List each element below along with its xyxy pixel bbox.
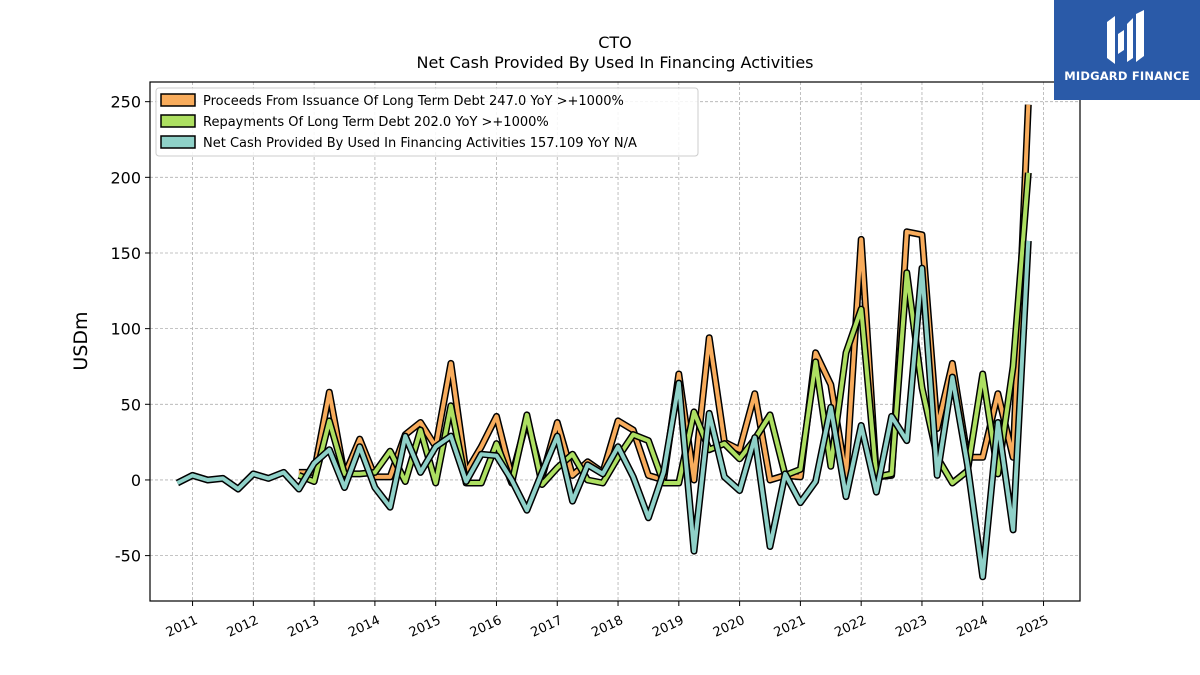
logo-mark-icon xyxy=(1107,10,1144,64)
x-tick-label: 2017 xyxy=(529,613,565,641)
x-tick-label: 2020 xyxy=(711,613,747,641)
x-tick-label: 2019 xyxy=(650,613,686,641)
x-tick-label: 2011 xyxy=(164,613,200,641)
legend-box xyxy=(155,87,699,157)
legend-label-3: Net Cash Provided By Used In Financing A… xyxy=(203,136,637,151)
legend-swatch-3 xyxy=(160,135,196,149)
x-tick-label: 2025 xyxy=(1015,613,1051,641)
y-tick-label: -50 xyxy=(115,547,141,566)
y-tick-label: 0 xyxy=(131,471,141,490)
brand-name: MIDGARD FINANCE xyxy=(1064,69,1190,83)
chart-title: CTO xyxy=(598,33,632,52)
series-lines xyxy=(175,104,1032,581)
y-ticks: -50 0 50 100 150 200 250 xyxy=(110,93,150,566)
legend-label-2: Repayments Of Long Term Debt 202.0 YoY >… xyxy=(203,115,549,130)
gridlines xyxy=(150,82,1080,601)
chart-subtitle: Net Cash Provided By Used In Financing A… xyxy=(416,53,813,72)
y-axis-label: USDm xyxy=(70,311,92,370)
x-tick-label: 2023 xyxy=(893,613,929,641)
y-tick-label: 250 xyxy=(110,93,141,112)
plot-frame xyxy=(149,81,1081,602)
x-tick-label: 2018 xyxy=(589,613,625,641)
x-tick-label: 2012 xyxy=(225,613,261,641)
legend-swatch-1 xyxy=(160,93,196,107)
x-tick-label: 2024 xyxy=(954,613,990,641)
x-ticks: 2011 2012 2013 2014 2015 2016 2017 2018 2019 2020… xyxy=(164,601,1051,641)
series-3-line xyxy=(176,240,1031,579)
x-tick-label: 2015 xyxy=(407,613,443,641)
x-tick-label: 2014 xyxy=(346,613,382,641)
brand-logo: MIDGARD FINANCE xyxy=(1054,0,1200,100)
y-tick-label: 50 xyxy=(121,395,141,414)
y-tick-label: 150 xyxy=(110,244,141,263)
x-tick-label: 2016 xyxy=(468,613,504,641)
x-tick-label: 2021 xyxy=(772,613,808,641)
x-tick-label: 2022 xyxy=(833,613,869,641)
legend: Proceeds From Issuance Of Long Term Debt… xyxy=(155,87,699,157)
x-tick-label: 2013 xyxy=(285,613,321,641)
legend-label-1: Proceeds From Issuance Of Long Term Debt… xyxy=(203,94,624,109)
y-tick-label: 200 xyxy=(110,168,141,187)
y-tick-label: 100 xyxy=(110,320,141,339)
legend-swatch-2 xyxy=(160,114,196,128)
